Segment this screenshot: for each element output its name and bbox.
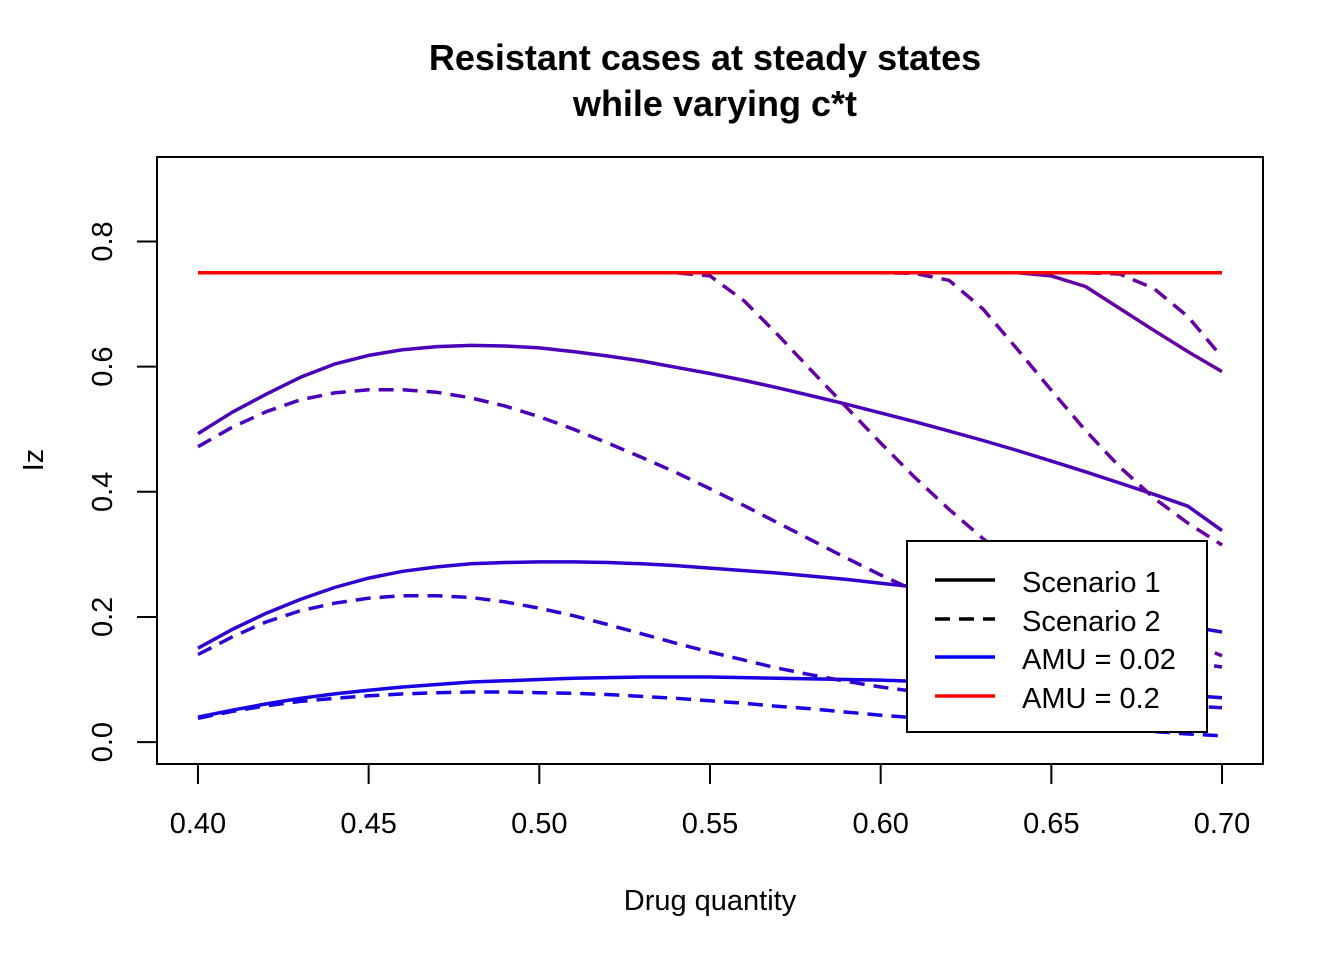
legend: Scenario 1 Scenario 2 AMU = 0.02 AMU = 0… xyxy=(906,540,1208,733)
series-line-2 xyxy=(197,690,1223,738)
series-line-8 xyxy=(198,271,1223,547)
x-tick-label: 0.65 xyxy=(1023,808,1079,840)
x-axis-label: Drug quantity xyxy=(624,885,797,917)
legend-label-scenario-1: Scenario 1 xyxy=(1022,567,1161,599)
y-tick-label: 0.2 xyxy=(87,597,119,637)
y-axis-label: Iz xyxy=(18,449,50,472)
x-tick-label: 0.40 xyxy=(170,808,226,840)
series-line-10 xyxy=(198,271,1224,359)
y-axis: 0.0 0.2 0.4 0.6 0.8 xyxy=(87,221,158,762)
x-axis: 0.40 0.45 0.50 0.55 0.60 0.65 0.70 xyxy=(170,763,1250,840)
x-tick-label: 0.45 xyxy=(340,808,396,840)
series-line-9 xyxy=(198,271,1223,374)
legend-label-amu-02: AMU = 0.2 xyxy=(1022,683,1160,715)
y-tick-label: 0.8 xyxy=(87,221,119,261)
y-tick-label: 0.0 xyxy=(87,722,119,762)
x-tick-label: 0.50 xyxy=(511,808,567,840)
x-tick-label: 0.70 xyxy=(1194,808,1250,840)
legend-label-amu-002: AMU = 0.02 xyxy=(1022,644,1176,676)
chart-title-line-1: Resistant cases at steady states xyxy=(429,37,981,78)
y-tick-label: 0.6 xyxy=(87,346,119,386)
x-tick-label: 0.60 xyxy=(852,808,908,840)
chart-title-line-2: while varying c*t xyxy=(572,83,857,124)
legend-box xyxy=(906,540,1208,733)
x-tick-label: 0.55 xyxy=(682,808,738,840)
y-tick-label: 0.4 xyxy=(87,472,119,512)
series-line-5 xyxy=(197,343,1224,533)
legend-label-scenario-2: Scenario 2 xyxy=(1022,606,1161,638)
